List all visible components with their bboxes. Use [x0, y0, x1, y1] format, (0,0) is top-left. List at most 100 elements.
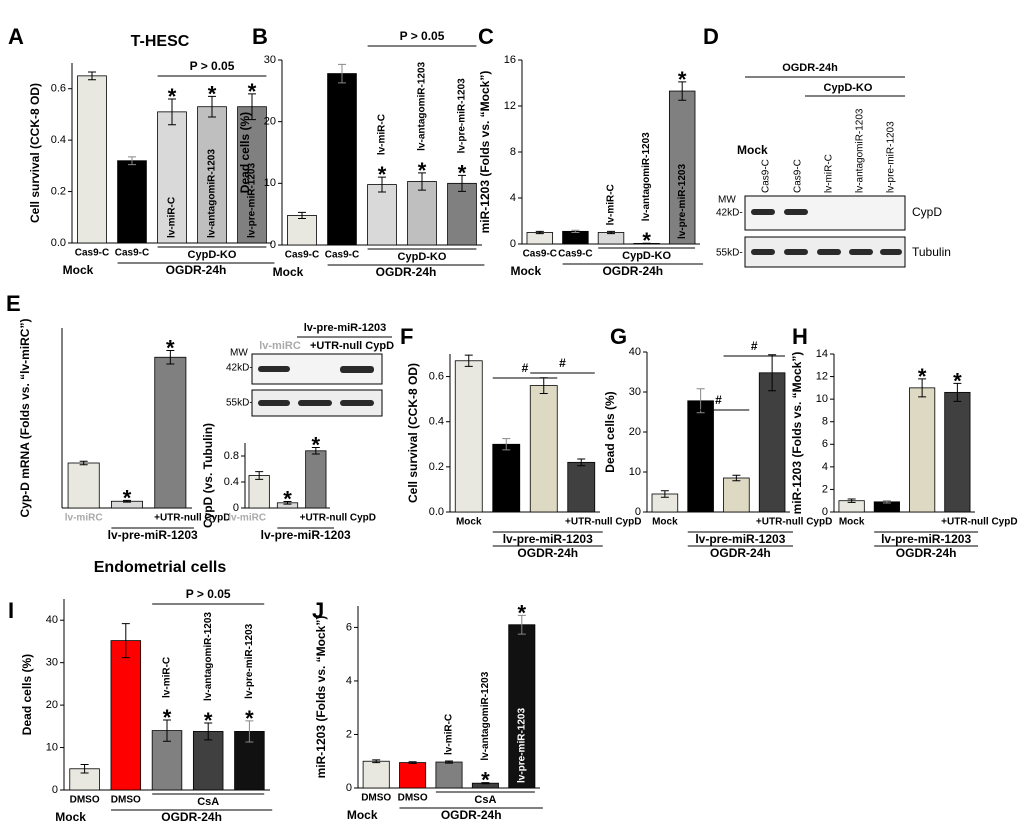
error-bar: [464, 354, 473, 367]
y-tick-label: 0.6: [429, 370, 444, 382]
significance-star: *: [163, 705, 172, 730]
bar: [597, 232, 625, 245]
significance-star: *: [312, 433, 321, 458]
y-tick-label: 12: [816, 370, 828, 382]
lane-label: lv-miRC: [259, 340, 301, 352]
bar-label: lv-pre-miR-1203: [244, 623, 255, 698]
panel-letter: A: [8, 24, 24, 49]
x-tick-label: DMSO: [398, 793, 428, 804]
x-tick-label: Cas9-C: [115, 248, 149, 259]
blot-label: 42kD-: [226, 363, 253, 374]
panel-letter: E: [6, 291, 21, 316]
bar: [723, 477, 750, 513]
lane-label: lv-pre-miR-1203: [886, 121, 897, 193]
y-tick-label: 12: [504, 100, 516, 112]
bar-label: lv-miR-C: [162, 657, 173, 698]
group-label: CsA: [474, 794, 496, 806]
x-tick-label: +UTR-null CypD: [756, 517, 832, 528]
y-tick-label: 0.4: [429, 416, 444, 428]
error-bar: [372, 759, 381, 764]
bar-label: lv-miR-C: [606, 184, 617, 225]
blot-label: Mock: [737, 143, 768, 157]
annotation: #: [751, 339, 758, 353]
y-axis-label: miR-1203 (Folds vs. “Mock”): [790, 352, 804, 515]
y-tick-label: 0: [270, 239, 276, 251]
error-bar: [571, 229, 580, 233]
lane-label: lv-miR-C: [824, 154, 835, 193]
group-label: OGDR-24h: [376, 265, 437, 279]
group-label: Mock: [347, 808, 378, 822]
y-tick-label: 6: [346, 621, 352, 633]
significance-star: *: [245, 706, 254, 731]
y-tick-label: 0: [635, 506, 641, 518]
x-tick-label: DMSO: [111, 795, 141, 806]
bar-label: lv-miR-C: [167, 197, 178, 238]
bar-label: lv-antagomiR-1203: [207, 149, 218, 238]
error-bar: [953, 382, 962, 402]
bar: [154, 356, 187, 509]
significance-star: *: [953, 368, 962, 393]
x-tick-label: +UTR-null CypD: [154, 513, 230, 524]
bar: [529, 385, 558, 513]
bar: [362, 760, 390, 789]
y-tick-label: 40: [46, 614, 58, 626]
bar: [492, 443, 521, 513]
y-tick-label: 20: [264, 116, 276, 128]
significance-star: *: [378, 162, 387, 187]
y-tick-label: 2: [346, 728, 352, 740]
group-label: OGDR-24h: [602, 264, 663, 278]
annotation: #: [559, 356, 566, 370]
y-tick-label: 0.8: [224, 450, 239, 462]
significance-star: *: [283, 487, 292, 512]
error-bar: [517, 614, 526, 635]
significance-star: *: [481, 768, 490, 793]
error-bar: [732, 474, 741, 482]
group-label: lv-pre-miR-1203: [695, 532, 785, 546]
y-tick-label: 0.2: [51, 185, 66, 197]
y-tick-label: 14: [816, 348, 828, 360]
chart-title: T-HESC: [131, 33, 190, 50]
y-tick-label: 10: [264, 177, 276, 189]
error-bar: [678, 81, 687, 101]
bar-label: lv-antagomiR-1203: [480, 671, 491, 760]
group-label: OGDR-24h: [896, 546, 957, 560]
y-tick-label: 30: [264, 54, 276, 66]
error-bar: [458, 174, 466, 192]
bar: [399, 762, 427, 789]
blot-e: lv-pre-miR-1203 lv-miRC +UTR-null CypD M…: [226, 322, 394, 417]
y-tick-label: 10: [816, 393, 828, 405]
y-tick-label: 0.0: [51, 237, 66, 249]
bar: [758, 372, 786, 513]
error-bar: [255, 471, 264, 480]
y-tick-label: 0: [233, 502, 239, 514]
significance-star: *: [678, 67, 687, 92]
group-label: Mock: [55, 810, 86, 824]
y-axis-label: miR-1203 (Folds vs. “Mock”): [478, 71, 492, 234]
bar: [192, 731, 224, 791]
blot-label: CypD-KO: [824, 82, 873, 94]
bar: [508, 624, 536, 789]
y-tick-label: 30: [46, 657, 58, 669]
bar: [567, 461, 596, 513]
bar-label: lv-antagomiR-1203: [641, 132, 652, 221]
significance-star: *: [123, 485, 132, 510]
y-tick-label: 10: [629, 466, 641, 478]
significance-star: *: [204, 708, 213, 733]
bar: [526, 232, 554, 245]
bar-label: lv-pre-miR-1203: [457, 78, 468, 153]
group-label: OGDR-24h: [441, 808, 502, 822]
error-bar: [408, 761, 417, 764]
chart-title: Endometrial cells: [94, 559, 227, 576]
bar: [197, 106, 227, 244]
y-tick-label: 0: [510, 238, 516, 250]
bar: [77, 75, 107, 244]
panel-letter: C: [478, 24, 494, 49]
y-tick-label: 8: [822, 416, 828, 428]
bar-label: lv-miR-C: [377, 114, 388, 155]
panel-letter: D: [703, 24, 719, 49]
y-tick-label: 40: [629, 346, 641, 358]
bar: [287, 214, 317, 246]
group-label: lv-pre-miR-1203: [881, 532, 971, 546]
y-tick-label: 4: [822, 461, 828, 473]
